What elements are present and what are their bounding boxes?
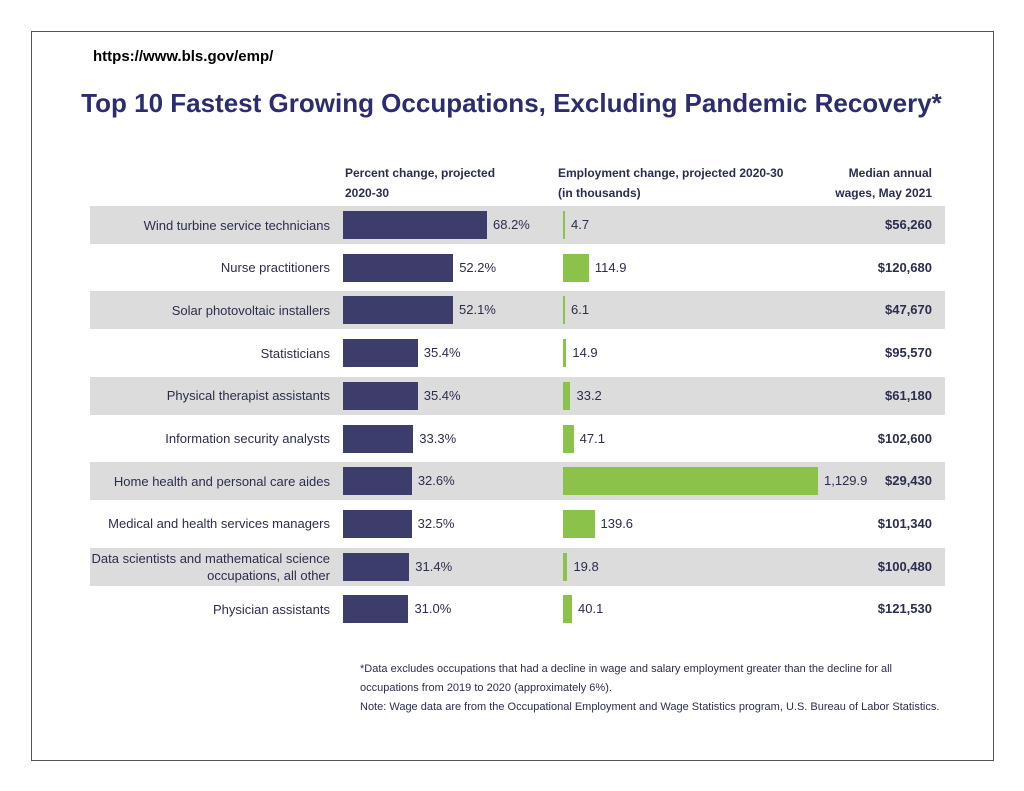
column-header: Median annual wages, May 2021 [835, 166, 932, 200]
bar [563, 381, 571, 410]
wage-label: $56,260 [885, 217, 932, 232]
category-label: Physician assistants [212, 601, 330, 617]
value-label: 19.8 [573, 558, 599, 574]
bar [343, 253, 454, 282]
bar [563, 467, 818, 496]
value-label: 32.6% [417, 473, 455, 489]
value-label: 33.3% [419, 430, 457, 446]
category-label: Home health and personal care aides [113, 473, 330, 489]
value-label: 114.9 [594, 259, 627, 275]
value-label: 6.1 [571, 302, 590, 318]
category-label: Medical and health services managers [108, 516, 330, 532]
bar [343, 339, 418, 368]
value-label: 32.5% [417, 515, 455, 531]
bar [563, 509, 595, 538]
bar [343, 552, 410, 581]
wage-label: $47,670 [885, 302, 932, 318]
category-label: Physical therapist assistants [166, 388, 330, 404]
chart-title: Top 10 Fastest Growing Occupations, Excl… [81, 88, 942, 118]
column-header: Employment change, projected 2020-30 (in… [558, 166, 784, 200]
value-label: 33.2 [576, 387, 602, 403]
wage-label: $95,570 [885, 345, 932, 361]
wage-label: $100,480 [877, 558, 932, 574]
category-label: Information security analysts [165, 431, 330, 446]
category-label: Wind turbine service technicians [143, 217, 330, 233]
bar [563, 552, 568, 581]
value-label: 68.2% [493, 217, 530, 232]
bar [563, 595, 573, 624]
wage-label: $61,180 [885, 387, 932, 403]
footnote: *Data excludes occupations that had a de… [360, 663, 892, 694]
value-label: 47.1 [579, 430, 605, 446]
bar [343, 381, 418, 410]
wage-label: $101,340 [877, 515, 932, 531]
category-label: Solar photovoltaic installers [171, 302, 330, 318]
bar [343, 296, 453, 325]
wage-label: $29,430 [885, 473, 932, 489]
wage-label: $102,600 [877, 430, 932, 446]
footnote: Note: Wage data are from the Occupationa… [360, 701, 940, 713]
category-label: Statisticians [260, 345, 330, 361]
bar [343, 467, 412, 496]
value-label: 1,129.9 [824, 473, 868, 489]
value-label: 139.6 [600, 515, 634, 531]
bar [563, 424, 574, 453]
bar [343, 509, 412, 538]
wage-label: $120,680 [877, 259, 932, 275]
value-label: 52.1% [459, 302, 496, 318]
column-header: Percent change, projected 2020-30 [345, 166, 496, 200]
bar [343, 595, 409, 624]
bar [563, 339, 567, 368]
wage-label: $121,530 [877, 601, 932, 617]
value-label: 40.1 [578, 601, 604, 617]
bar [563, 253, 589, 282]
value-label: 35.4% [423, 387, 461, 403]
value-label: 31.4% [415, 558, 453, 574]
value-label: 14.9 [572, 345, 598, 361]
category-label: Data scientists and mathematical science… [91, 550, 330, 583]
frame [31, 31, 994, 761]
bar [563, 211, 565, 239]
bar [343, 424, 414, 453]
source-url: https://www.bls.gov/emp/ [93, 48, 274, 65]
value-label: 52.2% [459, 259, 497, 275]
value-label: 31.0% [414, 601, 452, 617]
bar [343, 211, 487, 239]
category-label: Nurse practitioners [220, 260, 330, 276]
bar [563, 296, 565, 325]
value-label: 4.7 [571, 217, 590, 232]
value-label: 35.4% [423, 345, 461, 361]
